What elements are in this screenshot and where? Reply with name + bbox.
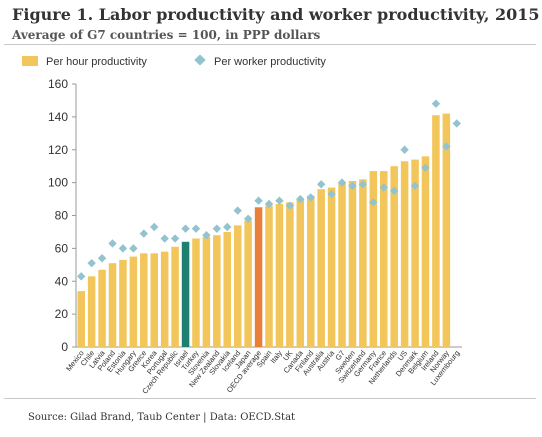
- marker-per-worker: [233, 206, 242, 215]
- marker-per-worker: [348, 181, 357, 191]
- bar-per-hour: [233, 225, 242, 347]
- y-tick-label: 60: [55, 241, 69, 255]
- y-tick-label: 20: [55, 307, 69, 321]
- marker-per-worker: [202, 231, 211, 240]
- bar-per-hour: [380, 171, 388, 347]
- marker-per-worker: [369, 198, 378, 207]
- bar-per-hour: [317, 189, 325, 347]
- bar-per-hour: [338, 182, 346, 347]
- bar-per-hour: [369, 171, 378, 347]
- y-tick-label: 80: [55, 209, 69, 223]
- marker-per-worker: [431, 99, 441, 108]
- marker-per-worker: [139, 229, 149, 238]
- bar-per-hour: [98, 269, 106, 347]
- bar-per-hour: [171, 246, 179, 347]
- marker-per-worker: [452, 119, 461, 128]
- legend-marker-per-worker: [194, 54, 206, 66]
- marker-per-worker: [170, 234, 180, 243]
- marker-per-worker: [129, 244, 138, 253]
- bar-per-hour: [119, 259, 127, 347]
- marker-per-worker: [327, 189, 336, 199]
- marker-per-worker: [77, 272, 86, 281]
- bar-per-hour: [359, 179, 367, 347]
- bar-per-hour: [181, 241, 190, 347]
- marker-per-worker: [191, 224, 201, 233]
- legend-swatch-per-hour: [22, 56, 38, 66]
- marker-per-worker: [410, 181, 420, 191]
- bar-per-hour: [202, 236, 211, 347]
- bar-per-hour: [87, 276, 96, 347]
- marker-per-worker: [285, 201, 295, 210]
- figure-subtitle: Average of G7 countries = 100, in PPP do…: [12, 28, 321, 42]
- bar-per-hour: [306, 195, 315, 347]
- bar-per-hour: [140, 253, 148, 347]
- bar-per-hour: [244, 220, 252, 347]
- bar-per-hour: [108, 263, 117, 347]
- bar-per-hour: [265, 205, 273, 347]
- bar-per-hour: [296, 199, 305, 347]
- y-tick-label: 100: [48, 176, 68, 190]
- bar-per-hour: [77, 291, 85, 347]
- marker-per-worker: [87, 258, 96, 268]
- marker-per-worker: [223, 222, 232, 232]
- x-axis-labels: MexicoChileLatviaPolandEstoniaHungaryGre…: [64, 348, 461, 396]
- y-axis: 0 20 40 60 80 100 120 140 160: [48, 77, 462, 354]
- bar-per-hour: [348, 180, 357, 347]
- bar-per-hour: [192, 238, 200, 347]
- marker-per-worker: [379, 183, 388, 192]
- bar-per-hour: [421, 156, 430, 347]
- marker-per-worker: [389, 186, 399, 196]
- marker-per-worker: [212, 224, 222, 233]
- bars: [77, 113, 451, 348]
- marker-per-worker: [254, 196, 263, 205]
- bar-per-hour: [400, 161, 409, 347]
- marker-per-worker: [108, 239, 117, 248]
- y-tick-label: 160: [48, 77, 68, 91]
- marker-per-worker: [275, 196, 284, 205]
- y-tick-label: 140: [48, 110, 68, 124]
- marker-per-worker: [160, 234, 169, 243]
- marker-per-worker: [243, 214, 253, 223]
- marker-per-worker: [400, 145, 409, 154]
- bar-per-hour: [275, 203, 284, 347]
- marker-per-worker: [337, 178, 347, 187]
- marker-per-worker: [97, 254, 107, 263]
- bar-per-hour: [213, 235, 221, 347]
- bar-per-hour: [129, 256, 138, 347]
- marker-per-worker: [118, 244, 128, 253]
- markers: [77, 99, 461, 281]
- bar-per-hour: [254, 207, 263, 347]
- marker-per-worker: [296, 194, 305, 204]
- marker-per-worker: [181, 224, 190, 233]
- marker-per-worker: [264, 199, 274, 209]
- y-tick-label: 120: [48, 143, 68, 157]
- marker-per-worker: [316, 180, 326, 189]
- bar-per-hour: [411, 159, 419, 347]
- chart-frame: [4, 44, 536, 395]
- bar-per-hour: [390, 166, 398, 347]
- y-tick-label: 40: [55, 274, 69, 288]
- marker-per-worker: [421, 163, 430, 173]
- bar-per-hour: [160, 251, 169, 347]
- source-note: Source: Gilad Brand, Taub Center | Data:…: [28, 412, 296, 423]
- legend: Per hour productivity Per worker product…: [22, 54, 326, 68]
- figure-title: Figure 1. Labor productivity and worker …: [12, 5, 540, 24]
- bar-per-hour: [150, 253, 158, 347]
- marker-per-worker: [150, 222, 159, 232]
- chart-bottom-rule: [4, 398, 536, 399]
- y-tick-label: 0: [61, 340, 68, 354]
- legend-label-per-worker: Per worker productivity: [214, 56, 326, 68]
- bar-per-hour: [223, 231, 232, 347]
- bar-per-hour: [442, 113, 451, 348]
- marker-per-worker: [358, 180, 368, 189]
- bar-per-hour: [286, 202, 294, 347]
- bar-per-hour: [327, 187, 336, 347]
- marker-per-worker: [306, 193, 315, 202]
- bar-per-hour: [432, 115, 440, 347]
- legend-label-per-hour: Per hour productivity: [46, 56, 147, 68]
- marker-per-worker: [442, 142, 451, 151]
